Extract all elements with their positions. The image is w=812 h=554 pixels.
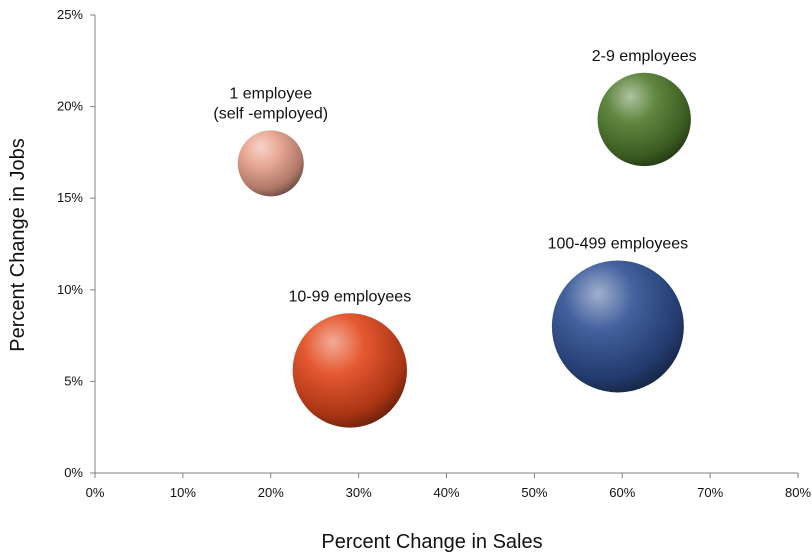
bubble <box>292 313 407 428</box>
x-tick-label: 30% <box>346 485 372 500</box>
x-ticks: 0% 10% 20% 30% 40% 50% 60% 70% 80% <box>86 473 811 500</box>
bubble-label: 10-99 employees <box>288 288 411 305</box>
bubble-label: (self -employed) <box>213 105 328 122</box>
bubble-label: 2-9 employees <box>592 48 697 65</box>
bubble-label: 1 employee <box>229 85 312 102</box>
y-tick-label: 10% <box>57 282 83 297</box>
x-tick-label: 50% <box>521 485 547 500</box>
y-tick-label: 15% <box>57 190 83 205</box>
y-axis-title: Percent Change in Jobs <box>7 138 29 351</box>
bubble <box>597 72 691 167</box>
y-tick-label: 25% <box>57 7 83 22</box>
y-tick-label: 0% <box>64 465 83 480</box>
x-tick-label: 40% <box>433 485 459 500</box>
y-tick-label: 5% <box>64 373 83 388</box>
x-tick-label: 70% <box>697 485 723 500</box>
bubble-label: 100-499 employees <box>548 235 689 252</box>
x-tick-label: 60% <box>609 485 635 500</box>
x-tick-label: 10% <box>170 485 196 500</box>
axes <box>94 15 798 474</box>
bubble <box>551 260 684 393</box>
bubbles <box>237 72 691 428</box>
bubble-labels: 1 employee (self -employed) 2-9 employees 1… <box>213 48 696 305</box>
x-axis-title: Percent Change in Sales <box>321 531 542 553</box>
x-tick-label: 80% <box>785 485 811 500</box>
x-tick-label: 20% <box>258 485 284 500</box>
x-tick-label: 0% <box>86 485 105 500</box>
y-ticks: 0% 5% 10% 15% 20% 25% <box>57 7 95 480</box>
bubble <box>237 130 304 197</box>
y-tick-label: 20% <box>57 99 83 114</box>
